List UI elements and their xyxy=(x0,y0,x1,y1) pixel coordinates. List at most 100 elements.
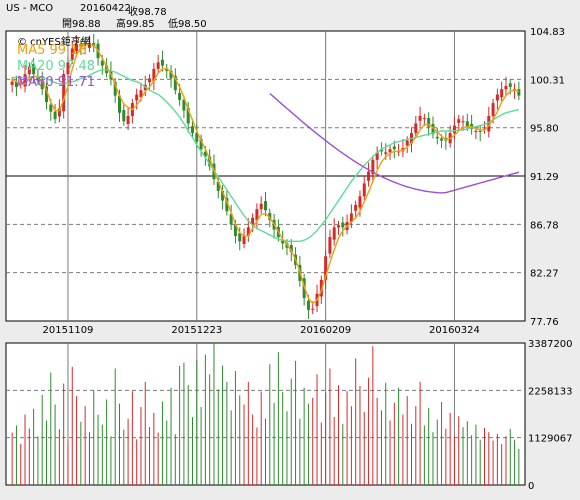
candle-body xyxy=(100,60,104,66)
volume-bars xyxy=(11,343,520,485)
date-tick-label: 20151109 xyxy=(43,325,94,336)
price-tick-label: 95.80 xyxy=(530,124,559,135)
candle-body xyxy=(354,204,358,211)
candle-body xyxy=(268,212,272,220)
candle-body xyxy=(40,80,44,90)
candle-body xyxy=(478,130,482,133)
symbol-label: US - MCO xyxy=(6,3,54,14)
candle-body xyxy=(135,94,139,101)
candle-body xyxy=(281,239,285,244)
candle-body xyxy=(422,118,426,120)
candle-body xyxy=(191,126,194,134)
candle-body xyxy=(62,74,66,112)
candle-body xyxy=(152,68,156,82)
candle-body xyxy=(70,48,74,60)
candle-body xyxy=(255,209,259,221)
candle-body xyxy=(495,94,499,101)
watermark: © cnYES鉅亨網 xyxy=(17,37,91,48)
legend-ma60: MA60 91.71 xyxy=(17,75,95,90)
candle-body xyxy=(341,222,345,228)
candle-body xyxy=(392,146,396,150)
candle-body xyxy=(53,111,57,120)
date-label: 20160422 xyxy=(80,3,131,14)
candle-body xyxy=(311,308,315,310)
price-tick-label: 104.83 xyxy=(530,27,565,38)
candle-body xyxy=(186,107,190,124)
candle-body xyxy=(195,133,199,142)
legend-ma20: MA20 97.48 xyxy=(17,59,95,74)
candle-body xyxy=(517,89,521,96)
candle-body xyxy=(113,82,117,96)
candle-body xyxy=(10,81,14,85)
date-axis-labels: 20151109 20151223 20160209 20160324 xyxy=(43,325,480,336)
candle-body xyxy=(504,85,508,90)
ma20-line xyxy=(12,69,520,243)
candle-body xyxy=(49,104,53,112)
candle-body xyxy=(36,76,40,81)
candle-body xyxy=(221,190,225,201)
candle-body xyxy=(306,300,310,310)
candle-body xyxy=(367,171,371,181)
candle-body xyxy=(199,138,203,150)
candle-body xyxy=(66,62,70,75)
candle-body xyxy=(259,203,263,210)
price-tick-label: 100.31 xyxy=(530,75,565,86)
candle-body xyxy=(418,115,422,121)
candle-body xyxy=(45,86,48,103)
candle-body xyxy=(289,245,293,253)
candle-body xyxy=(203,151,207,157)
volume-tick-label: 2258133 xyxy=(528,386,573,397)
candle-body xyxy=(75,44,79,52)
candle-body xyxy=(465,121,469,127)
price-tick-label: 86.78 xyxy=(530,220,559,231)
candle-body xyxy=(23,74,27,87)
candle-body xyxy=(457,119,461,123)
candle-body xyxy=(452,125,456,134)
price-tick-label: 82.27 xyxy=(530,269,559,280)
date-tick-label: 20160324 xyxy=(429,325,480,336)
candle-body xyxy=(238,233,242,242)
candle-body xyxy=(216,181,220,191)
candle-body xyxy=(79,44,83,48)
candle-body xyxy=(229,213,233,225)
candle-body xyxy=(328,237,332,254)
candle-body xyxy=(375,152,379,160)
candle-body xyxy=(148,78,152,83)
candle-body xyxy=(251,217,255,225)
candle-body xyxy=(169,70,173,79)
candle-body xyxy=(178,92,182,100)
low-price: 低98.50 xyxy=(168,19,207,30)
candle-body xyxy=(388,149,392,153)
candle-body xyxy=(431,123,435,135)
candle-body xyxy=(491,103,495,116)
volume-tick-label: 0 xyxy=(528,481,534,492)
candle-body xyxy=(324,256,328,280)
close-price: 收98.78 xyxy=(128,7,167,18)
candle-body xyxy=(435,136,439,139)
open-price: 開98.88 xyxy=(62,19,101,30)
legend-ma5: MA5 99.18 xyxy=(17,43,87,58)
candle-body xyxy=(233,224,237,236)
candle-body xyxy=(173,75,177,91)
price-axis-labels: 104.83 100.31 95.80 91.29 86.78 82.27 77.76 xyxy=(530,27,565,328)
candle-body xyxy=(122,110,126,122)
candle-body xyxy=(349,213,353,223)
candle-body xyxy=(57,108,61,117)
candle-body xyxy=(384,152,388,154)
candle-body xyxy=(14,81,18,88)
volume-tick-label: 3387200 xyxy=(528,339,573,350)
price-tick-label: 77.76 xyxy=(530,317,559,328)
candle-body xyxy=(246,227,250,236)
candle-body xyxy=(487,115,491,132)
candle-body xyxy=(379,149,383,152)
volume-axis-labels: 3387200 2258133 1129067 0 xyxy=(528,339,573,492)
candle-body xyxy=(414,123,418,134)
candle-body xyxy=(225,197,229,212)
candle-body xyxy=(405,140,409,146)
candle-body xyxy=(118,95,121,113)
candle-body xyxy=(242,235,246,244)
candle-body xyxy=(264,201,267,211)
candle-body xyxy=(362,183,366,197)
candle-body xyxy=(87,43,91,48)
candle-body xyxy=(27,66,31,75)
